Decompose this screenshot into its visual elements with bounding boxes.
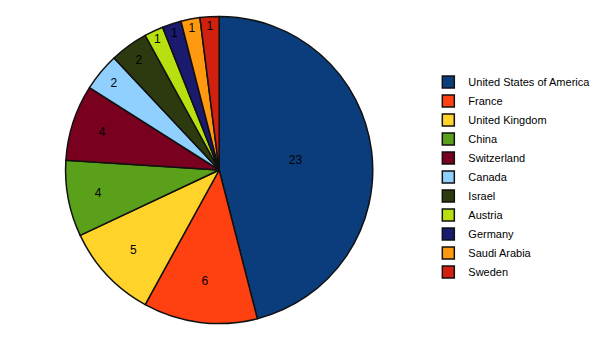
svg-text:2: 2: [135, 53, 142, 67]
svg-text:2: 2: [110, 76, 117, 90]
svg-text:Sweden: Sweden: [468, 266, 508, 278]
svg-text:Switzerland: Switzerland: [468, 152, 525, 164]
svg-text:Israel: Israel: [468, 190, 495, 202]
svg-text:1: 1: [189, 21, 196, 35]
svg-text:1: 1: [154, 32, 161, 46]
svg-text:Austria: Austria: [468, 209, 503, 221]
svg-text:4: 4: [95, 186, 102, 200]
svg-text:United Kingdom: United Kingdom: [468, 114, 546, 126]
svg-text:Germany: Germany: [468, 228, 514, 240]
svg-text:23: 23: [289, 153, 303, 167]
svg-text:1: 1: [207, 19, 214, 33]
svg-text:6: 6: [202, 274, 209, 288]
svg-text:Saudi Arabia: Saudi Arabia: [468, 247, 531, 259]
svg-text:5: 5: [130, 243, 137, 257]
svg-text:Canada: Canada: [468, 171, 507, 183]
svg-text:China: China: [468, 133, 498, 145]
svg-text:France: France: [468, 95, 502, 107]
svg-text:4: 4: [99, 125, 106, 139]
svg-text:United States of America: United States of America: [468, 76, 590, 88]
svg-text:1: 1: [171, 26, 178, 40]
